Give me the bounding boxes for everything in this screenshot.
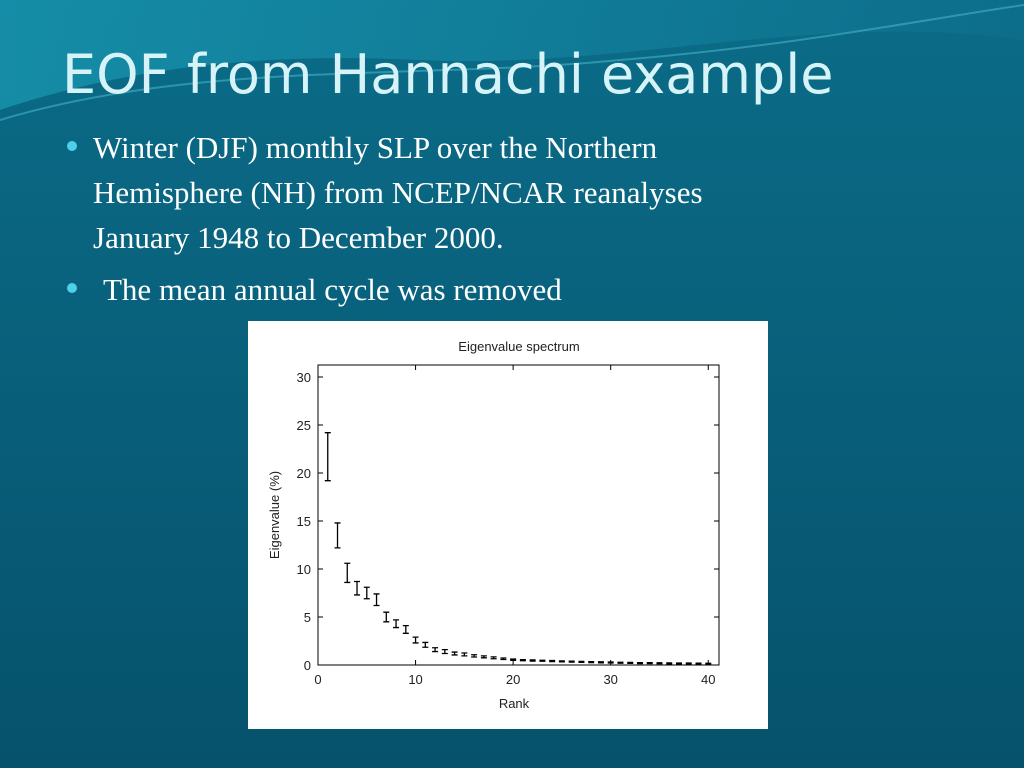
error-bar <box>695 662 702 665</box>
bullet-dot <box>67 141 77 151</box>
error-bar <box>412 636 419 644</box>
error-bar <box>461 652 468 657</box>
error-bar <box>549 659 556 663</box>
error-bar <box>705 662 712 665</box>
error-bar <box>529 659 536 662</box>
error-bar <box>490 656 497 660</box>
chart-panel <box>248 321 768 729</box>
error-bar <box>607 661 614 664</box>
y-tick-label: 5 <box>304 610 311 625</box>
error-bar <box>451 651 458 656</box>
wave <box>0 0 1024 110</box>
slide-title: EOF from Hannachi example <box>62 43 833 106</box>
y-tick-label: 15 <box>297 514 311 529</box>
error-bar <box>324 432 331 482</box>
error-bar <box>510 658 517 662</box>
error-bar <box>656 662 663 665</box>
error-bar <box>666 662 673 665</box>
x-tick-label: 10 <box>408 672 422 687</box>
y-tick-label: 30 <box>297 370 311 385</box>
error-bar <box>597 661 604 664</box>
plot-frame <box>317 364 720 666</box>
x-tick-label: 40 <box>701 672 715 687</box>
bullet-dot <box>67 283 77 293</box>
y-axis-label: Eigenvalue (%) <box>267 471 282 559</box>
error-bar <box>373 593 380 607</box>
error-bar <box>675 662 682 665</box>
error-bar <box>558 660 565 663</box>
error-bar <box>636 661 643 665</box>
error-bar <box>588 660 595 664</box>
error-bar <box>480 655 487 659</box>
error-bar <box>685 662 692 665</box>
error-bar <box>617 661 624 664</box>
x-tick-label: 30 <box>603 672 617 687</box>
error-bar <box>471 654 478 658</box>
x-tick-label: 20 <box>506 672 520 687</box>
error-bar <box>568 660 575 663</box>
bullet-line: The mean annual cycle was removed <box>103 272 562 307</box>
error-bar <box>500 657 507 661</box>
bullet-line: January 1948 to December 2000. <box>93 220 504 255</box>
error-bar <box>578 660 585 664</box>
wave-line <box>0 4 1024 121</box>
error-bar <box>432 647 439 653</box>
bullet-line: Hemisphere (NH) from NCEP/NCAR reanalyse… <box>93 175 703 210</box>
error-bar <box>344 562 351 584</box>
y-tick-label: 0 <box>304 658 311 673</box>
error-bar <box>422 641 429 648</box>
y-tick-label: 25 <box>297 418 311 433</box>
chart-title: Eigenvalue spectrum <box>458 339 579 354</box>
y-tick-label: 10 <box>297 562 311 577</box>
error-bar <box>539 659 546 662</box>
bullet-line: Winter (DJF) monthly SLP over the Northe… <box>93 130 658 165</box>
x-axis-label: Rank <box>499 696 530 711</box>
error-bar <box>363 586 370 600</box>
error-bar <box>441 648 448 655</box>
error-bar <box>627 661 634 665</box>
error-bar <box>354 580 361 596</box>
error-bar <box>383 611 390 623</box>
y-tick-label: 20 <box>297 466 311 481</box>
error-bar <box>646 662 653 665</box>
error-bar <box>519 658 526 662</box>
error-bar <box>334 522 341 549</box>
error-bar <box>402 624 409 634</box>
error-bar <box>393 619 400 629</box>
x-tick-label: 0 <box>314 672 321 687</box>
